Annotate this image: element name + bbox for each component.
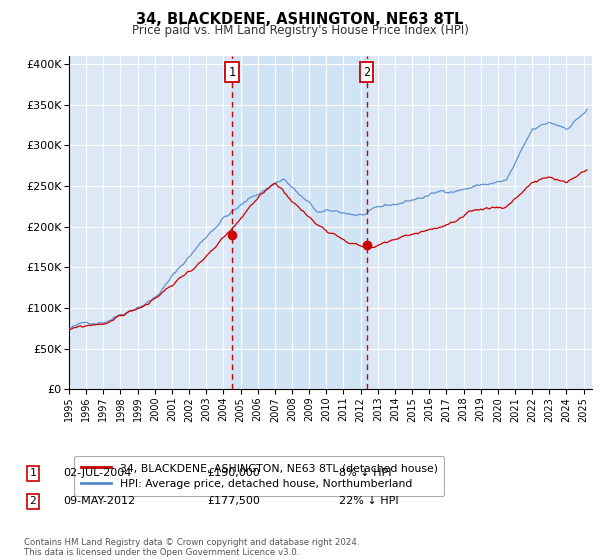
Text: 09-MAY-2012: 09-MAY-2012 [63, 496, 135, 506]
Text: £177,500: £177,500 [207, 496, 260, 506]
Text: 1: 1 [29, 468, 37, 478]
Text: 34, BLACKDENE, ASHINGTON, NE63 8TL: 34, BLACKDENE, ASHINGTON, NE63 8TL [136, 12, 464, 27]
Text: 1: 1 [229, 66, 236, 79]
Text: 8% ↓ HPI: 8% ↓ HPI [339, 468, 391, 478]
Text: 2: 2 [29, 496, 37, 506]
Text: 22% ↓ HPI: 22% ↓ HPI [339, 496, 398, 506]
Bar [232, 56, 367, 389]
Text: £190,000: £190,000 [207, 468, 260, 478]
Text: Contains HM Land Registry data © Crown copyright and database right 2024.
This d: Contains HM Land Registry data © Crown c… [24, 538, 359, 557]
Text: 02-JUL-2004: 02-JUL-2004 [63, 468, 131, 478]
Text: 2: 2 [363, 66, 370, 79]
Text: Price paid vs. HM Land Registry's House Price Index (HPI): Price paid vs. HM Land Registry's House … [131, 24, 469, 36]
Legend: 34, BLACKDENE, ASHINGTON, NE63 8TL (detached house), HPI: Average price, detache: 34, BLACKDENE, ASHINGTON, NE63 8TL (deta… [74, 456, 445, 496]
